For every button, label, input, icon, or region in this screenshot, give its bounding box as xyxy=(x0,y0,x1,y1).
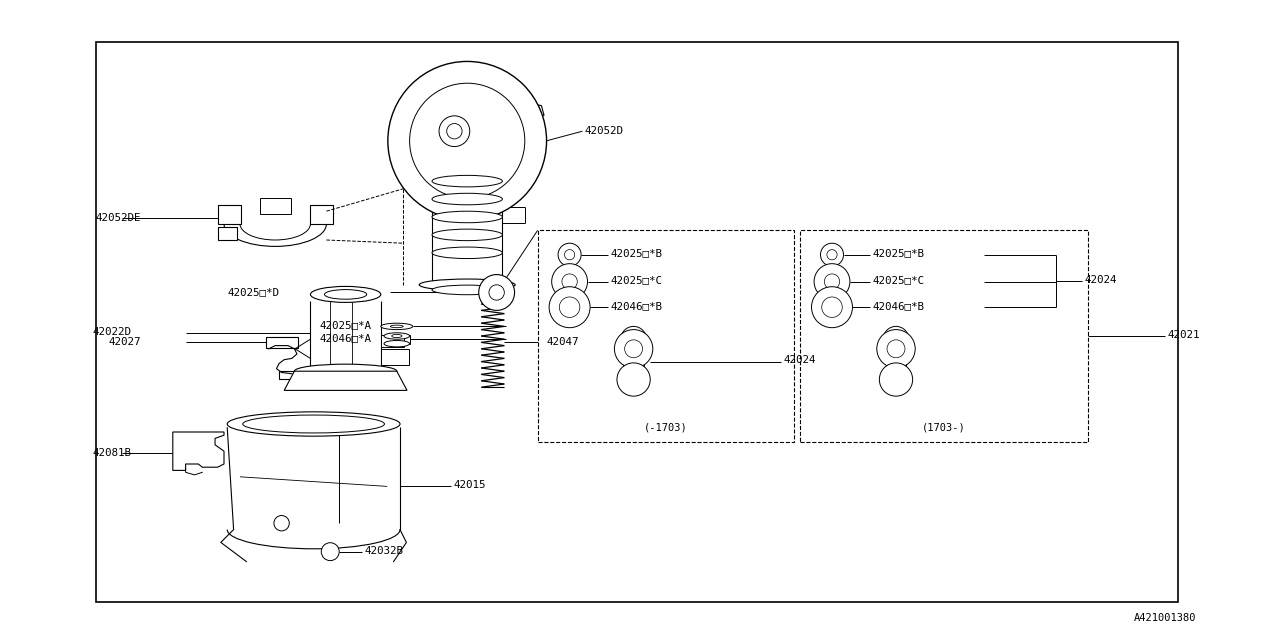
Bar xyxy=(260,198,291,214)
Text: 42025□*D: 42025□*D xyxy=(228,287,280,297)
Text: 42025□*B: 42025□*B xyxy=(611,248,663,259)
Text: 42024: 42024 xyxy=(1084,275,1116,285)
Text: A421001380: A421001380 xyxy=(1134,612,1197,623)
Ellipse shape xyxy=(325,289,367,300)
Text: 42052D: 42052D xyxy=(585,126,623,136)
Ellipse shape xyxy=(820,243,844,266)
Bar xyxy=(279,371,302,379)
Text: 42022D: 42022D xyxy=(92,326,131,337)
Ellipse shape xyxy=(827,250,837,260)
Ellipse shape xyxy=(558,243,581,266)
Ellipse shape xyxy=(617,363,650,396)
Ellipse shape xyxy=(392,334,402,338)
Ellipse shape xyxy=(549,287,590,328)
Ellipse shape xyxy=(812,287,852,328)
Bar xyxy=(384,335,410,344)
Ellipse shape xyxy=(433,229,502,241)
Ellipse shape xyxy=(321,543,339,561)
Ellipse shape xyxy=(433,247,502,259)
Text: 42052DE: 42052DE xyxy=(96,212,142,223)
Ellipse shape xyxy=(614,330,653,368)
Ellipse shape xyxy=(621,326,646,352)
Text: 42081B: 42081B xyxy=(92,448,131,458)
Bar xyxy=(310,205,333,224)
Ellipse shape xyxy=(384,340,410,347)
Bar xyxy=(538,230,794,442)
Ellipse shape xyxy=(564,250,575,260)
Text: 42021: 42021 xyxy=(1167,330,1199,340)
Ellipse shape xyxy=(433,193,502,205)
Ellipse shape xyxy=(243,415,384,433)
Text: 42025□*B: 42025□*B xyxy=(873,248,925,259)
Ellipse shape xyxy=(410,83,525,198)
Ellipse shape xyxy=(883,326,909,352)
Text: (1703-): (1703-) xyxy=(922,422,966,433)
Text: (-1703): (-1703) xyxy=(644,422,687,433)
Ellipse shape xyxy=(274,516,289,531)
Ellipse shape xyxy=(439,116,470,147)
Ellipse shape xyxy=(433,175,502,187)
Ellipse shape xyxy=(433,285,502,294)
Ellipse shape xyxy=(877,330,915,368)
Ellipse shape xyxy=(390,325,403,328)
Text: 42046□*A: 42046□*A xyxy=(320,333,372,343)
Ellipse shape xyxy=(420,279,516,291)
Ellipse shape xyxy=(625,340,643,358)
Polygon shape xyxy=(173,432,224,470)
Text: 42047: 42047 xyxy=(547,337,579,348)
Text: 42032B: 42032B xyxy=(365,546,403,556)
Ellipse shape xyxy=(388,61,547,220)
Ellipse shape xyxy=(552,264,588,300)
Text: 42024: 42024 xyxy=(783,355,815,365)
Text: 42015: 42015 xyxy=(454,480,486,490)
Ellipse shape xyxy=(381,323,412,330)
Bar xyxy=(218,205,241,224)
Ellipse shape xyxy=(887,340,905,358)
Ellipse shape xyxy=(228,412,399,436)
Text: 42046□*B: 42046□*B xyxy=(611,301,663,311)
Text: 42025□*C: 42025□*C xyxy=(873,275,925,285)
Ellipse shape xyxy=(559,297,580,317)
Ellipse shape xyxy=(311,287,381,303)
Bar xyxy=(96,42,1178,602)
Text: 42025□*A: 42025□*A xyxy=(320,320,372,330)
Ellipse shape xyxy=(814,264,850,300)
Bar xyxy=(800,230,1088,442)
Text: 42027: 42027 xyxy=(109,337,141,348)
Ellipse shape xyxy=(447,124,462,139)
Ellipse shape xyxy=(384,333,410,339)
Bar xyxy=(266,337,298,348)
Polygon shape xyxy=(218,227,237,240)
Ellipse shape xyxy=(479,275,515,310)
Ellipse shape xyxy=(489,285,504,300)
Ellipse shape xyxy=(879,363,913,396)
Ellipse shape xyxy=(294,364,397,378)
Ellipse shape xyxy=(822,297,842,317)
Polygon shape xyxy=(284,371,407,390)
Ellipse shape xyxy=(433,211,502,223)
Ellipse shape xyxy=(824,274,840,289)
Text: 42046□*B: 42046□*B xyxy=(873,301,925,311)
Bar xyxy=(381,349,410,365)
Text: 42025□*C: 42025□*C xyxy=(611,275,663,285)
Ellipse shape xyxy=(562,274,577,289)
Bar xyxy=(381,335,404,347)
